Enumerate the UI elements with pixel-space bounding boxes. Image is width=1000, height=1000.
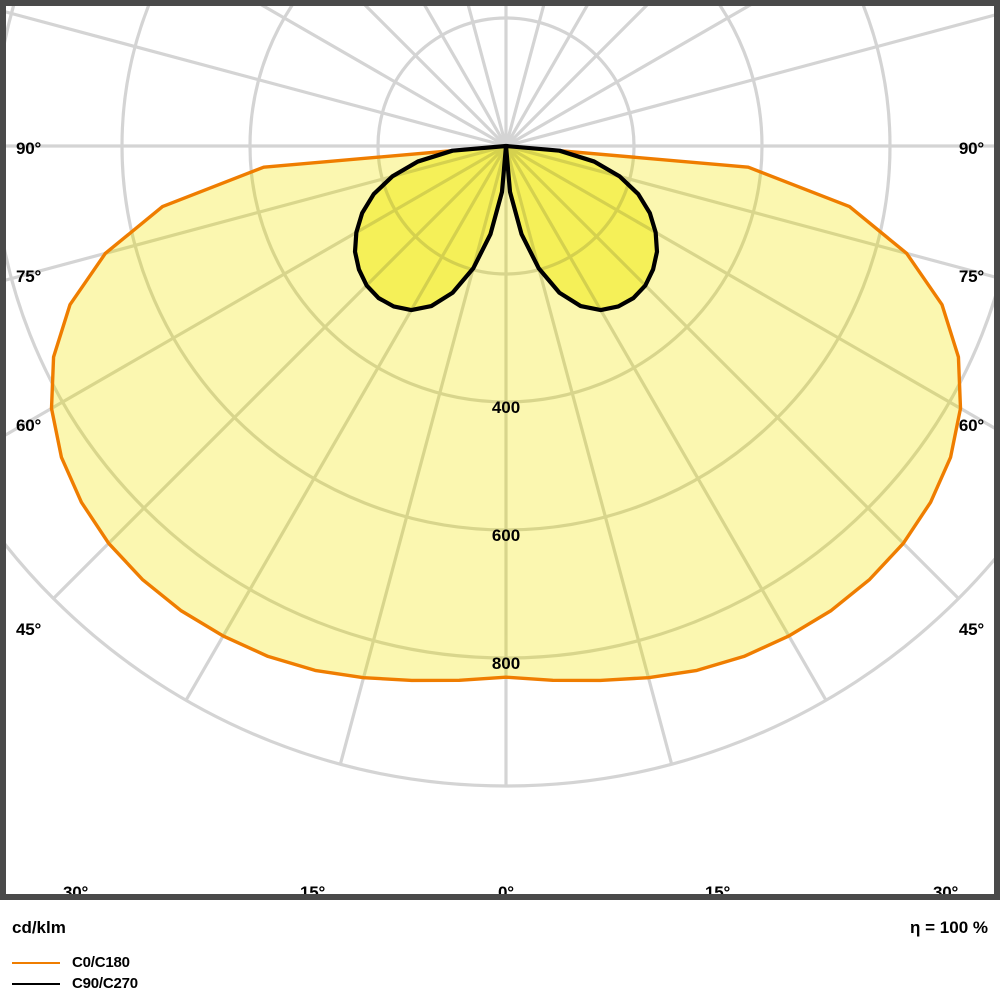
fill-c0-c180 [51,146,961,681]
legend-item-c90-c270[interactable]: C90/C270 [12,973,138,994]
angle-label-left-90: 90° [16,139,42,158]
legend: C0/C180 C90/C270 [12,952,138,994]
radial-label-600: 600 [491,526,521,545]
curve-c90-c270 [352,143,660,313]
radial-label-800: 800 [491,654,521,673]
angle-label-bottom-0: 0° [498,883,514,900]
legend-label-c90-c270: C90/C270 [72,975,138,992]
distribution-curves [49,143,963,683]
angle-label-right-90: 90° [958,139,984,158]
angle-label-bottom-30-left: 30° [63,883,89,900]
angle-label-right-60: 60° [958,416,984,435]
legend-label-c0-c180: C0/C180 [72,954,130,971]
angle-label-bottom-15-right: 15° [705,883,731,900]
angle-label-right-45: 45° [958,620,984,639]
angle-label-right-75: 75° [958,267,984,286]
legend-swatch-c90-c270 [12,982,60,985]
plot-area: 90° 75° 60° 45° 90° 75° 60° 45° 30° 15° … [0,0,1000,900]
distribution-fills [51,146,961,681]
legend-item-c0-c180[interactable]: C0/C180 [12,952,138,973]
angle-label-left-60: 60° [16,416,42,435]
polar-plot-svg [6,6,994,788]
polar-grid-overlay [51,146,961,681]
legend-swatch-c0-c180 [12,961,60,964]
angle-label-bottom-15-left: 15° [300,883,326,900]
radial-label-400: 400 [491,398,521,417]
angle-label-bottom-30-right: 30° [933,883,959,900]
unit-label: cd/klm [12,918,66,937]
efficiency-label: η = 100 % [910,918,988,937]
fill-c90-c270 [355,146,657,311]
angle-label-left-45: 45° [16,620,42,639]
angle-label-left-75: 75° [16,267,42,286]
chart-footer: cd/klm η = 100 % C0/C180 C90/C270 [0,900,1000,1000]
